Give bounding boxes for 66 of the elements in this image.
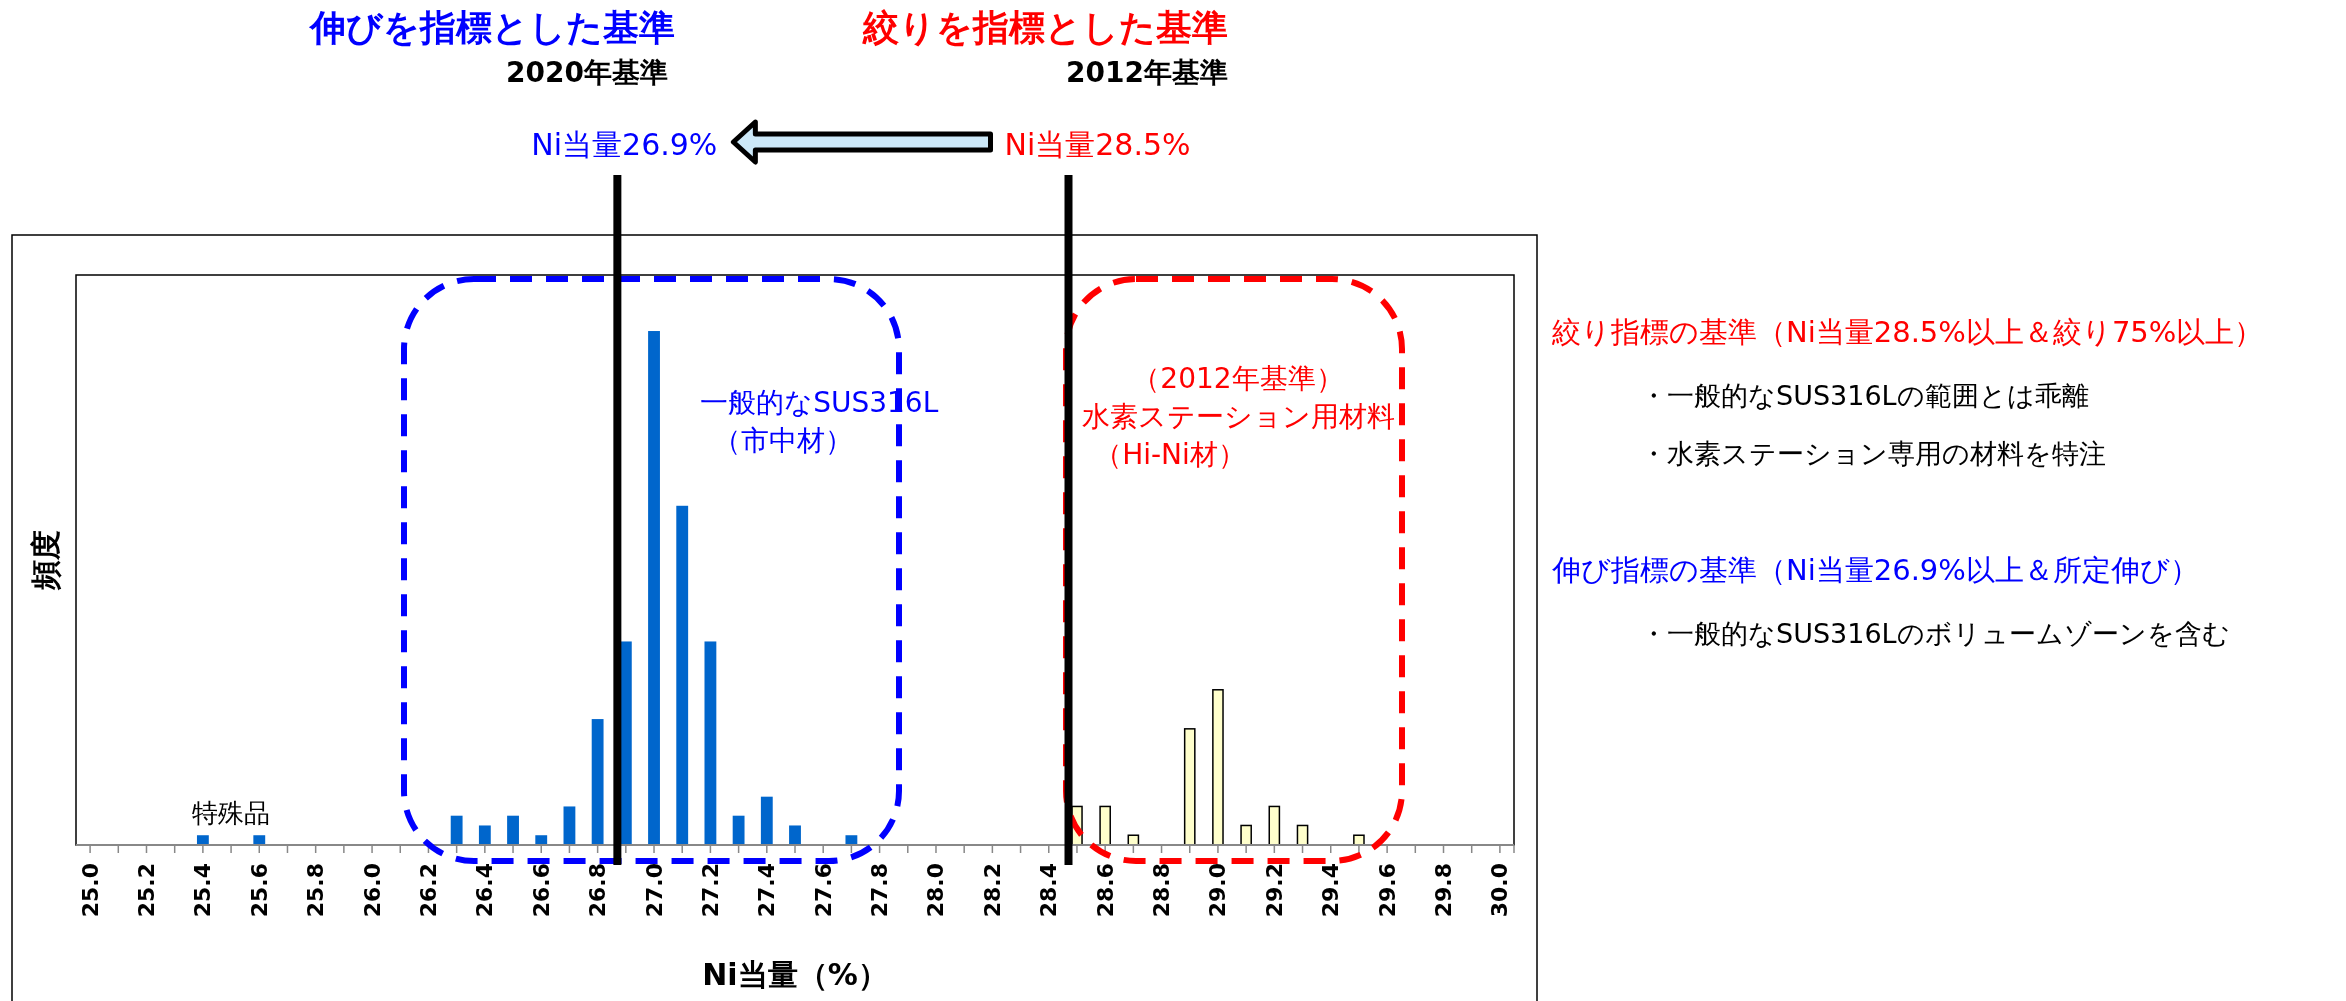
- x-tick-label: 29.8: [1431, 863, 1457, 918]
- x-tick-label: 29.6: [1374, 863, 1400, 918]
- text: 伸びを指標とした基準: [308, 7, 675, 48]
- bar: [535, 835, 548, 845]
- x-tick-label: 26.4: [472, 863, 498, 918]
- x-axis-title: Ni当量（%）: [702, 957, 888, 992]
- bar: [704, 641, 717, 845]
- x-tick-label: 27.4: [754, 863, 780, 918]
- annotation: （市中材）: [713, 424, 854, 457]
- x-tick-label: 26.6: [528, 863, 554, 918]
- text: 絞りを指標とした基準: [862, 7, 1228, 48]
- x-tick-label: 28.2: [979, 863, 1005, 918]
- x-tick-label: 27.8: [867, 863, 893, 918]
- text: 2012年基準: [1066, 56, 1228, 89]
- annotation: （2012年基準）: [1132, 362, 1344, 395]
- bar: [450, 815, 463, 845]
- bar: [619, 641, 632, 845]
- x-tick-label: 25.0: [77, 863, 103, 918]
- bar: [1268, 805, 1281, 846]
- bar: [1183, 728, 1196, 846]
- x-tick-label: 27.2: [697, 863, 723, 918]
- bar: [196, 835, 209, 845]
- bar: [253, 835, 266, 845]
- bar: [1212, 689, 1224, 846]
- x-tick-label: 28.6: [1092, 863, 1118, 918]
- bar: [1240, 824, 1252, 846]
- text: 絞り指標の基準（Ni当量28.5%以上＆絞り75%以上）: [1551, 315, 2264, 349]
- x-tick-label: 26.8: [585, 863, 611, 918]
- ref-line-label: Ni当量28.5%: [1004, 127, 1191, 162]
- x-tick-label: 26.2: [415, 863, 441, 918]
- text: ・水素ステーション専用の材料を特注: [1640, 438, 2106, 469]
- x-tick-label: 25.2: [133, 863, 159, 918]
- x-tick-label: 27.0: [641, 863, 667, 918]
- text: 伸び指標の基準（Ni当量26.9%以上＆所定伸び）: [1551, 553, 2199, 587]
- text: ・一般的なSUS316Lのボリュームゾーンを含む: [1640, 618, 2230, 649]
- bar: [732, 815, 745, 845]
- bar: [563, 806, 576, 845]
- bar: [1099, 805, 1111, 846]
- x-tick-label: 28.8: [1149, 863, 1175, 918]
- bar: [478, 825, 491, 845]
- text: ・一般的なSUS316Lの範囲とは乖離: [1640, 380, 2089, 411]
- bar: [507, 815, 519, 845]
- x-tick-label: 29.4: [1318, 863, 1344, 918]
- x-tick-label: 30.0: [1487, 863, 1513, 918]
- annotation: （Hi-Ni材）: [1094, 438, 1246, 471]
- bar: [789, 825, 801, 845]
- bar: [676, 505, 689, 845]
- bar: [1353, 834, 1365, 846]
- x-tick-label: 28.0: [923, 863, 949, 918]
- ref-line-label: Ni当量26.9%: [531, 127, 718, 162]
- annotation: 特殊品: [192, 798, 271, 828]
- x-tick-label: 25.8: [303, 863, 329, 918]
- x-tick-label: 29.2: [1261, 863, 1287, 918]
- y-axis-title: 頻度: [27, 530, 63, 591]
- x-tick-label: 25.4: [190, 863, 216, 918]
- x-tick-label: 26.0: [359, 863, 385, 918]
- bar: [648, 331, 660, 845]
- x-tick-label: 25.6: [246, 863, 272, 918]
- annotation: 水素ステーション用材料: [1081, 400, 1395, 433]
- bar: [760, 796, 773, 845]
- bar: [845, 835, 858, 845]
- x-tick-label: 29.0: [1205, 863, 1231, 918]
- bar: [591, 719, 604, 845]
- text: 2020年基準: [506, 56, 668, 89]
- x-tick-label: 27.6: [810, 863, 836, 918]
- x-tick-label: 28.4: [1036, 863, 1062, 918]
